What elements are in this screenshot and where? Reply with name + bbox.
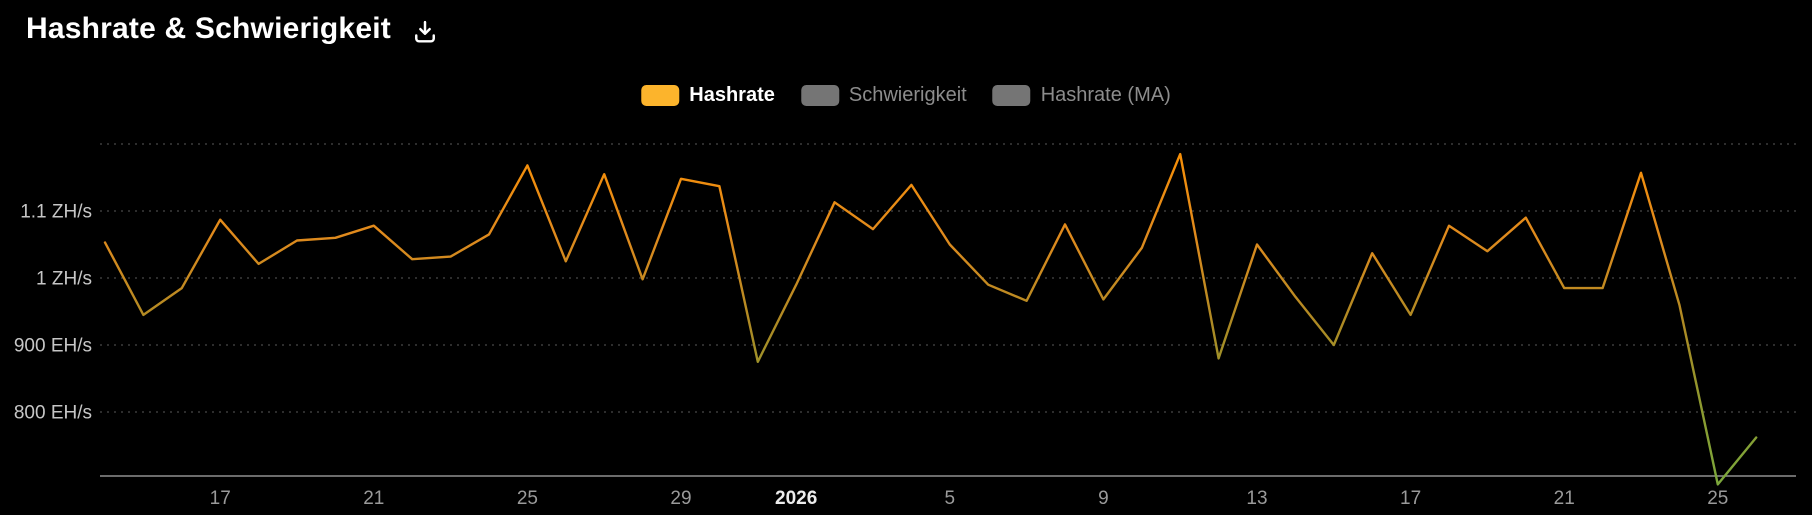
y-axis-tick-label: 1 ZH/s — [36, 269, 92, 290]
x-axis-tick-label: 21 — [363, 488, 384, 509]
legend-label: Hashrate — [689, 84, 775, 106]
legend-label: Schwierigkeit — [848, 84, 967, 106]
legend-swatch — [800, 85, 839, 106]
chart-legend: Hashrate Schwierigkeit Hashrate (MA) — [641, 84, 1171, 107]
x-axis-tick-label: 25 — [517, 488, 538, 509]
x-axis-tick-label: 25 — [1707, 488, 1728, 509]
y-axis-tick-label: 900 EH/s — [14, 336, 92, 357]
y-axis-labels: 1.1 ZH/s 1 ZH/s 900 EH/s 800 EH/s — [14, 202, 92, 424]
x-axis-tick-label: 5 — [945, 488, 956, 509]
legend-item-schwierigkeit[interactable]: Schwierigkeit — [800, 84, 967, 107]
x-axis-tick-label: 17 — [1400, 488, 1421, 509]
y-axis-tick-label: 1.1 ZH/s — [20, 202, 92, 223]
legend-swatch — [641, 85, 680, 106]
x-axis-labels: 17 21 25 29 2026 5 9 13 17 21 25 — [210, 488, 1729, 509]
legend-item-hashrate[interactable]: Hashrate — [641, 84, 775, 107]
hashrate-series — [103, 152, 1758, 486]
x-axis-tick-label: 21 — [1554, 488, 1575, 509]
x-axis-tick-label: 2026 — [775, 488, 817, 509]
page-title: Hashrate & Schwierigkeit — [26, 12, 391, 45]
x-axis-tick-label: 9 — [1098, 488, 1109, 509]
hashrate-line — [103, 152, 1758, 486]
download-icon — [411, 18, 439, 46]
y-gridlines — [100, 143, 1796, 413]
chart-header: Hashrate & Schwierigkeit — [26, 10, 441, 48]
download-button[interactable] — [409, 16, 441, 48]
y-axis-tick-label: 800 EH/s — [14, 403, 92, 424]
legend-item-hashrate-ma[interactable]: Hashrate (MA) — [992, 84, 1171, 107]
x-axis-tick-label: 29 — [670, 488, 691, 509]
legend-label: Hashrate (MA) — [1040, 84, 1171, 106]
x-axis-tick-label: 13 — [1246, 488, 1267, 509]
x-axis-tick-label: 17 — [210, 488, 231, 509]
legend-swatch — [992, 85, 1031, 106]
